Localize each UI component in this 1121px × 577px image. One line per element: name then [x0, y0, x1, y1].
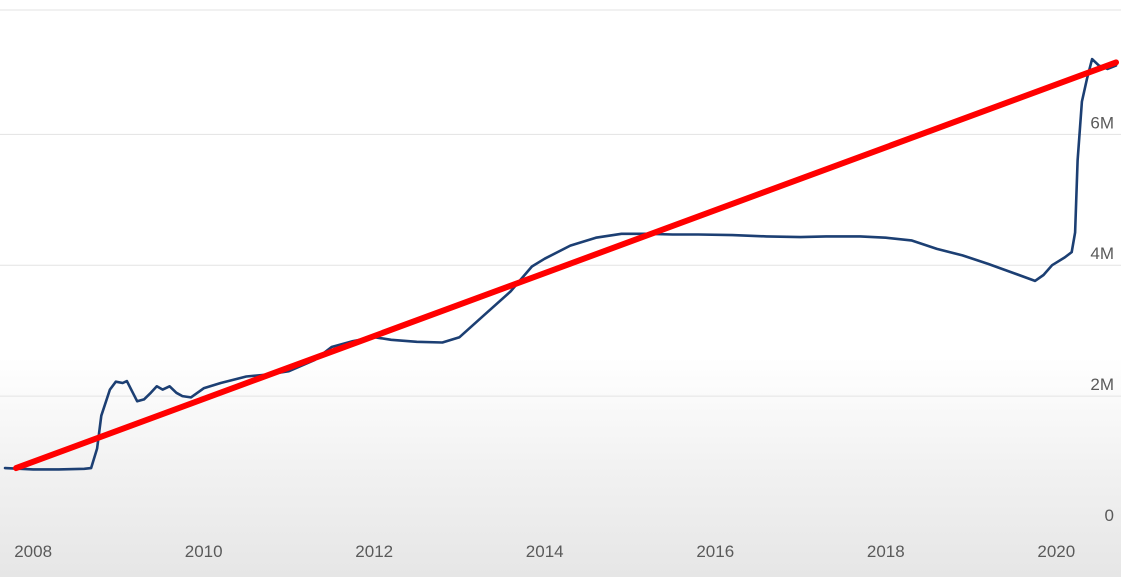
y-tick-label: 2M — [1090, 375, 1114, 394]
x-axis: 2008 2010 2012 2014 2016 2018 2020 — [14, 542, 1075, 561]
x-tick-label: 2008 — [14, 542, 52, 561]
series-line-data — [3, 57, 1118, 471]
gridlines — [0, 9, 1121, 397]
x-tick-label: 2014 — [526, 542, 564, 561]
x-tick-label: 2016 — [696, 542, 734, 561]
x-tick-label: 2020 — [1037, 542, 1075, 561]
y-tick-label: 6M — [1090, 113, 1114, 132]
series-group — [3, 57, 1119, 472]
x-tick-label: 2012 — [355, 542, 393, 561]
x-tick-label: 2018 — [867, 542, 905, 561]
y-tick-label: 4M — [1090, 244, 1114, 263]
y-axis: 0 2M 4M 6M — [1090, 113, 1114, 525]
y-tick-label: 0 — [1105, 506, 1114, 525]
series-line-trend — [13, 59, 1119, 472]
x-tick-label: 2010 — [185, 542, 223, 561]
